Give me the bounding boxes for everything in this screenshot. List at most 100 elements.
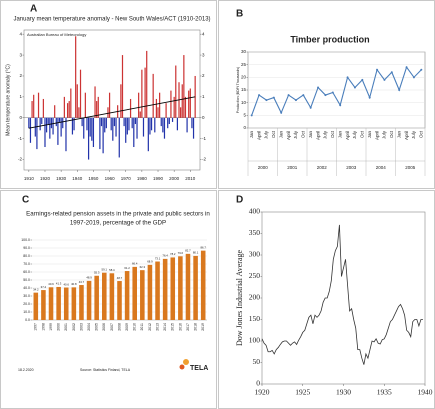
data-label: 59.1 bbox=[102, 267, 108, 271]
data-label: 61.2 bbox=[124, 266, 130, 270]
y-tick-label: 15 bbox=[241, 87, 247, 92]
y-tick-label: 250 bbox=[249, 271, 261, 280]
bar bbox=[124, 271, 130, 320]
bar bbox=[87, 117, 90, 160]
x-tick-label: 2012 bbox=[148, 323, 152, 331]
group-label: 2000 bbox=[258, 165, 269, 170]
x-tick-label: 2014 bbox=[163, 323, 167, 331]
bar bbox=[97, 96, 99, 118]
x-tick-label: 1910 bbox=[24, 176, 35, 181]
bar bbox=[134, 117, 137, 125]
bar bbox=[155, 261, 160, 320]
y-tick-label: 10.0 bbox=[23, 310, 30, 314]
plot-frame bbox=[23, 29, 201, 171]
bar bbox=[157, 107, 159, 118]
point bbox=[346, 76, 349, 79]
x-tick-label: 2001 bbox=[64, 323, 68, 331]
bar bbox=[47, 117, 49, 125]
bar bbox=[128, 117, 130, 131]
bar bbox=[120, 84, 122, 118]
y-tick-label: 0 bbox=[243, 125, 246, 130]
bar bbox=[159, 92, 161, 118]
bar bbox=[170, 90, 172, 118]
trend-line bbox=[28, 96, 196, 129]
y-tick-label: 0.0 bbox=[25, 318, 30, 322]
y-tick-label: 200 bbox=[249, 293, 261, 302]
y-tick-label: 0 bbox=[19, 115, 22, 120]
point bbox=[250, 114, 253, 117]
plot-frame bbox=[261, 211, 426, 385]
point bbox=[383, 78, 386, 81]
point bbox=[287, 94, 290, 97]
x-tick-label: 1930 bbox=[336, 388, 351, 397]
bar bbox=[144, 67, 146, 118]
point bbox=[405, 66, 408, 69]
bar bbox=[184, 96, 187, 118]
x-tick-label: Jan bbox=[308, 131, 313, 139]
bar bbox=[168, 117, 170, 125]
data-label: 76.4 bbox=[162, 254, 168, 258]
y-tick-label-right: 3 bbox=[202, 52, 205, 57]
x-tick-label: 1960 bbox=[105, 176, 116, 181]
bar bbox=[56, 286, 61, 320]
bar bbox=[54, 105, 56, 118]
bar bbox=[188, 90, 190, 118]
y-tick-label: 25 bbox=[241, 62, 247, 67]
data-label: 79.6 bbox=[178, 251, 184, 255]
bar bbox=[29, 117, 32, 143]
bar bbox=[181, 84, 183, 118]
bar bbox=[136, 117, 138, 139]
bar bbox=[155, 98, 158, 118]
bar bbox=[42, 98, 44, 118]
point bbox=[280, 111, 283, 114]
x-tick-label: July bbox=[264, 130, 269, 139]
bar bbox=[162, 117, 164, 133]
footer-source: Source: Statistics Finland, TELA bbox=[80, 368, 131, 372]
x-tick-label: 1920 bbox=[40, 176, 51, 181]
x-tick-label: 2019 bbox=[201, 323, 205, 331]
y-axis-label: Production (BDFt Thousands) bbox=[236, 67, 240, 113]
bar bbox=[200, 250, 206, 320]
x-tick-label: Oct bbox=[389, 130, 394, 138]
panel-frame bbox=[0, 0, 217, 189]
x-tick-label: 1997 bbox=[34, 323, 38, 331]
data-label: 40.8 bbox=[71, 282, 77, 286]
x-tick-label: 1950 bbox=[88, 176, 99, 181]
data-label: 73.1 bbox=[155, 256, 161, 260]
x-tick-label: 2008 bbox=[117, 323, 121, 331]
bar bbox=[185, 253, 191, 320]
y-tick-label: 30 bbox=[241, 49, 247, 54]
point bbox=[376, 68, 379, 71]
y-tick-label: 90.0 bbox=[23, 246, 30, 250]
bar bbox=[99, 117, 101, 150]
x-tick-label: Jan bbox=[337, 131, 342, 139]
x-tick-label: July bbox=[323, 130, 328, 139]
point bbox=[361, 78, 364, 81]
y-tick-label: 350 bbox=[249, 228, 261, 237]
x-tick-label: 1980 bbox=[137, 176, 148, 181]
y-tick-label: 70.0 bbox=[23, 262, 30, 266]
bar bbox=[102, 272, 107, 320]
x-tick-label: 2000 bbox=[169, 176, 180, 181]
bar bbox=[33, 94, 35, 118]
x-tick-label: 2005 bbox=[95, 323, 99, 331]
bar bbox=[147, 117, 149, 152]
line-series bbox=[261, 224, 423, 365]
bar bbox=[60, 117, 62, 137]
data-label: 80.1 bbox=[193, 251, 199, 255]
bar bbox=[31, 101, 33, 118]
x-tick-label: 2018 bbox=[194, 323, 198, 331]
bar bbox=[142, 117, 145, 137]
group-label: 2003 bbox=[346, 165, 357, 170]
y-tick-label: 100.0 bbox=[21, 238, 30, 242]
bar bbox=[113, 117, 116, 127]
bar bbox=[75, 36, 77, 118]
x-tick-label: 2017 bbox=[186, 323, 190, 331]
y-tick-label: 30.0 bbox=[23, 294, 30, 298]
point bbox=[272, 96, 275, 99]
x-tick-label: 1940 bbox=[72, 176, 83, 181]
bar bbox=[102, 117, 104, 154]
data-label: 43.7 bbox=[79, 280, 85, 284]
bar bbox=[123, 117, 125, 127]
